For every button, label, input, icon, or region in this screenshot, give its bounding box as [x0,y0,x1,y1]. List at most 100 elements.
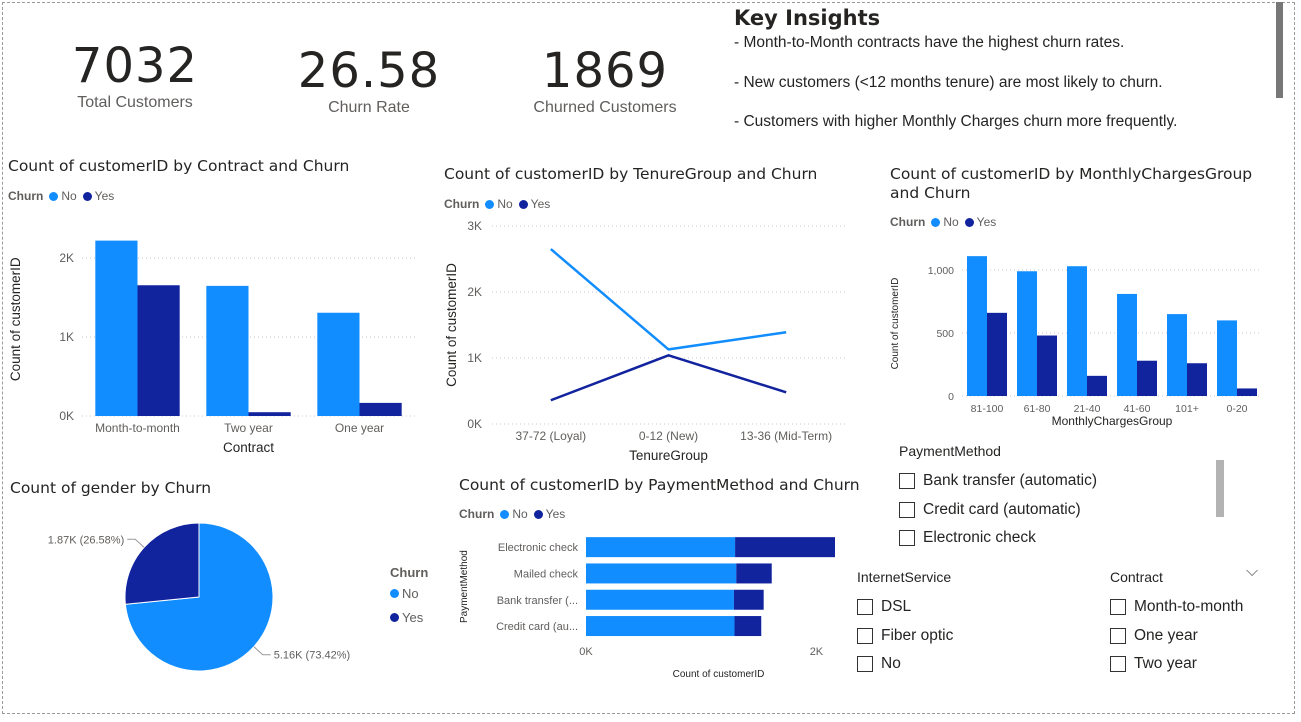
chart-title-tenure: Count of customerID by TenureGroup and C… [444,165,818,183]
bar-yes [733,589,764,610]
slicer-option[interactable]: Bank transfer (automatic) [899,467,1219,496]
legend-contract[interactable]: Churn No Yes [8,189,120,203]
checkbox[interactable] [857,599,873,616]
bar-no [1067,266,1087,396]
slicer-option[interactable]: No [857,650,1077,679]
legend-dot-yes [533,509,543,519]
checkbox[interactable] [899,473,915,490]
checkbox[interactable] [1110,599,1126,616]
bar-yes [987,312,1007,396]
slicer-contract[interactable]: Contract ⌵ Month-to-month One year Two y… [1110,563,1270,679]
slicer-payment-method[interactable]: PaymentMethod Bank transfer (automatic) … [899,443,1219,553]
kpi-churn-rate[interactable]: 26.58 Churn Rate [290,43,448,117]
legend-label: Yes [545,507,566,521]
legend-dot-yes [964,217,974,227]
bar-no [1017,271,1037,396]
slicer-option[interactable]: DSL [857,593,1077,622]
legend-gender[interactable]: Churn No Yes [390,565,428,634]
x-tick-label: Two year [224,421,273,435]
legend-label: No [402,586,419,601]
legend-label: No [512,507,528,521]
option-label: Bank transfer (automatic) [923,472,1098,490]
chevron-down-icon[interactable]: ⌵ [1246,563,1259,580]
bar-no [586,616,735,637]
key-insights-textbox[interactable]: Key Insights - Month-to-Month contracts … [734,6,1254,153]
checkbox[interactable] [899,501,915,518]
slicer-option[interactable]: Two year [1110,650,1270,679]
x-tick-label: 0-12 (New) [639,429,698,443]
legend-monthly[interactable]: Churn No Yes [890,215,1002,229]
legend-item-no[interactable]: No [485,197,513,211]
checkbox[interactable] [1110,627,1126,644]
legend-payment[interactable]: Churn No Yes [459,507,571,521]
x-axis-title: Contract [223,440,274,455]
y-tick-label: 0K [59,409,74,423]
bar-no [317,312,360,416]
legend-dot-yes [518,199,528,209]
legend-dot-yes [390,613,399,622]
y-tick-label: 1K [467,351,482,365]
slicer-option[interactable]: Month-to-month [1110,593,1270,622]
bar-yes [1187,363,1207,396]
checkbox[interactable] [899,530,915,547]
legend-label: No [497,197,513,211]
chart-gender[interactable]: 5.16K (73.42%) 1.87K (26.58%) [0,505,390,705]
checkbox[interactable] [1110,656,1126,673]
bar-yes [735,537,835,558]
legend-label: No [943,215,959,229]
y-tick-label: 3K [467,219,482,233]
legend-title: Churn [890,215,926,229]
legend-item-yes[interactable]: Yes [518,197,550,211]
legend-item-yes[interactable]: Yes [390,610,428,625]
slicer-internet-service[interactable]: InternetService DSL Fiber optic No [857,569,1077,679]
option-label: Two year [1134,655,1197,673]
legend-dot-no [485,199,495,209]
kpi-label: Total Customers [77,94,193,111]
chart-contract[interactable]: 0K 1K 2K Month-to-month Two year One year Cont… [0,205,440,460]
slicer-option[interactable]: Electronic check [899,524,1219,553]
chart-monthly[interactable]: 0 500 1,000 81-100 61-80 21-40 41-60 101+ 0-20 Mo… [880,235,1280,435]
legend-item-no[interactable]: No [931,215,959,229]
y-tick-label: 500 [936,328,954,340]
legend-item-yes[interactable]: Yes [82,189,114,203]
checkbox[interactable] [857,656,873,673]
chart-tenure[interactable]: 0K 1K 2K 3K 37-72 (Loyal) 0-12 (New) 13-36 (Mi… [440,215,880,470]
legend-item-no[interactable]: No [500,507,528,521]
legend-item-no[interactable]: No [390,586,428,601]
bar-no [967,256,987,396]
x-axis-title: TenureGroup [629,448,708,463]
kpi-value: 26.58 [297,43,441,99]
legend-item-yes[interactable]: Yes [964,215,996,229]
x-tick-label: 13-36 (Mid-Term) [740,429,832,443]
chart-payment[interactable]: Electronic check Mailed check Bank transfe… [455,530,835,695]
y-tick-label: Electronic check [498,542,579,554]
slicer-option[interactable]: Credit card (automatic) [899,496,1219,525]
x-tick-label: 101+ [1175,403,1199,415]
bar-no [95,240,138,416]
x-tick-label: 37-72 (Loyal) [515,429,586,443]
slicer-scrollbar[interactable] [1216,460,1224,517]
bar-yes [736,563,772,584]
slicer-option[interactable]: Fiber optic [857,622,1077,651]
slicer-title: InternetService [857,569,952,585]
y-tick-label: 2K [59,251,74,265]
y-tick-label: Credit card (au... [496,621,578,633]
x-tick-label: Month-to-month [95,421,180,435]
option-label: One year [1134,626,1198,644]
legend-label: Yes [402,610,424,625]
y-tick-label: 2K [467,285,482,299]
bar-no [1117,293,1137,396]
legend-item-no[interactable]: No [49,189,77,203]
insights-scrollbar[interactable] [1276,2,1283,98]
legend-item-yes[interactable]: Yes [533,507,566,521]
y-axis-title: PaymentMethod [459,550,470,623]
checkbox[interactable] [857,627,873,644]
legend-tenure[interactable]: Churn No Yes [444,197,556,211]
legend-title: Churn [390,565,429,580]
kpi-churned-customers[interactable]: 1869 Churned Customers [520,43,690,117]
kpi-total-customers[interactable]: 7032 Total Customers [60,38,210,112]
slicer-option[interactable]: One year [1110,622,1270,651]
bar-no [586,563,737,584]
data-label: 5.16K (73.42%) [274,650,350,662]
insight-line: - New customers (<12 months tenure) are … [734,73,1163,91]
